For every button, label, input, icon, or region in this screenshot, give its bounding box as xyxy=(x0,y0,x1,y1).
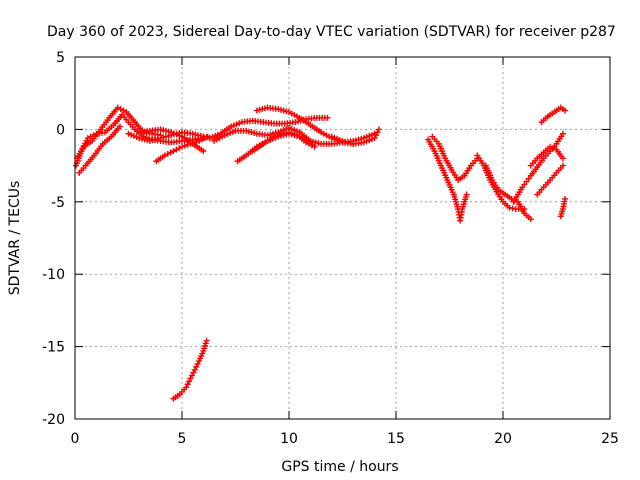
tick-labels: 0 5 10 15 20 25 -20 -15 -10 -5 0 5 xyxy=(42,50,619,447)
y-tick-label: 5 xyxy=(56,50,65,66)
series-track-m xyxy=(170,337,210,402)
point-marker xyxy=(324,114,331,121)
tick-marks xyxy=(74,56,611,420)
y-axis-label: SDTVAR / TECUs xyxy=(7,181,23,296)
series-track-c xyxy=(76,123,123,176)
point-marker xyxy=(288,130,295,137)
y-tick-label: -15 xyxy=(42,340,65,356)
series-track-o xyxy=(429,133,481,184)
point-marker xyxy=(547,143,554,150)
point-marker xyxy=(562,195,569,202)
point-marker xyxy=(311,143,318,150)
series-track-s xyxy=(527,143,566,169)
point-marker xyxy=(203,337,210,344)
point-marker xyxy=(291,131,298,138)
point-marker xyxy=(286,129,292,136)
y-tick-label: -10 xyxy=(42,267,65,283)
plot-frame xyxy=(74,56,611,420)
x-tick-label: 0 xyxy=(71,431,80,447)
point-marker xyxy=(181,142,188,149)
series-track-k xyxy=(249,129,318,155)
series-track-f xyxy=(136,126,207,155)
series-track-q xyxy=(482,162,534,223)
point-marker xyxy=(559,162,566,169)
point-marker xyxy=(559,155,566,162)
point-marker xyxy=(559,130,566,137)
point-marker xyxy=(193,138,200,145)
point-marker xyxy=(179,143,185,150)
y-tick-label: 0 xyxy=(56,122,65,138)
y-tick-label: -20 xyxy=(42,412,65,428)
x-tick-label: 20 xyxy=(494,431,512,447)
point-marker xyxy=(527,216,534,223)
series-track-v xyxy=(557,195,569,220)
series-track-l xyxy=(328,126,382,147)
grid xyxy=(75,57,610,419)
data-points xyxy=(73,104,569,402)
x-tick-label: 10 xyxy=(280,431,298,447)
point-marker xyxy=(200,148,207,155)
y-tick-label: -5 xyxy=(51,195,65,211)
point-marker xyxy=(375,126,382,133)
point-marker xyxy=(463,191,470,198)
series-track-n xyxy=(425,136,470,224)
x-tick-label: 15 xyxy=(387,431,405,447)
chart-title: Day 360 of 2023, Sidereal Day-to-day VTE… xyxy=(47,24,616,40)
x-tick-label: 25 xyxy=(601,431,619,447)
point-marker xyxy=(509,205,516,212)
point-marker xyxy=(562,107,569,114)
point-marker xyxy=(550,145,557,152)
point-marker xyxy=(506,204,513,211)
x-axis-label: GPS time / hours xyxy=(281,459,398,475)
point-marker xyxy=(116,123,123,130)
series-track-r xyxy=(510,130,566,205)
series-track-u xyxy=(534,162,566,198)
series-track-t xyxy=(538,104,569,126)
x-tick-label: 5 xyxy=(178,431,187,447)
